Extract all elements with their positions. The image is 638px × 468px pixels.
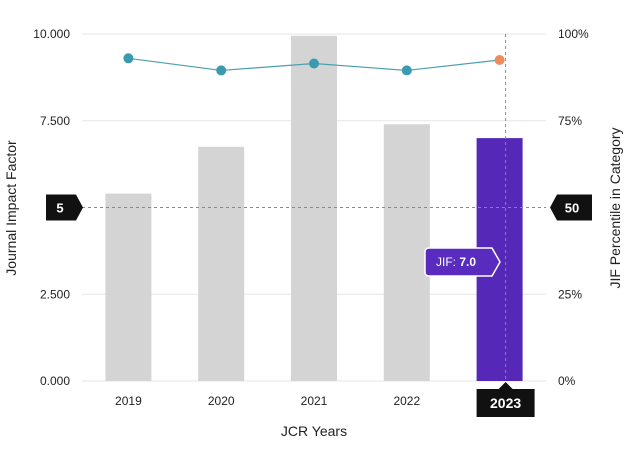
bar[interactable] (105, 193, 152, 381)
y2-axis-title: JIF Percentile in Category (607, 127, 623, 288)
line-layer (123, 53, 505, 76)
y2-crosshair-badge-label: 50 (565, 201, 579, 216)
y2-tick-label: 100% (558, 27, 589, 41)
bar[interactable] (198, 146, 245, 381)
y2-tick-label: 25% (558, 287, 582, 301)
bar-layer (105, 35, 523, 382)
x-tick-label: 2022 (393, 394, 420, 408)
y-crosshair-badge (46, 194, 83, 221)
x-tick-label: 2021 (301, 394, 328, 408)
tooltip-text: JIF: 7.0 (436, 255, 476, 269)
x-crosshair-badge-label: 2023 (490, 395, 521, 411)
tooltip-value: 7.0 (459, 255, 476, 269)
percentile-point[interactable] (123, 53, 134, 64)
crosshair-layer (82, 34, 546, 381)
bar[interactable] (383, 124, 430, 381)
y-tick-label: 2.500 (40, 287, 70, 301)
tooltip-box (424, 247, 501, 277)
x-axis-title: JCR Years (281, 423, 347, 439)
y2-tick-label: 0% (558, 374, 576, 388)
percentile-point-highlight[interactable] (494, 55, 505, 66)
y-tick-label: 10.000 (33, 27, 70, 41)
percentile-point[interactable] (309, 58, 319, 69)
y2-tick-label: 75% (558, 114, 582, 128)
y-crosshair-badge-label: 5 (56, 201, 63, 216)
x-tick-label: 2020 (208, 394, 235, 408)
percentile-point[interactable] (401, 65, 412, 76)
x-tick-label: 2019 (115, 394, 142, 408)
y-tick-label: 0.000 (40, 374, 70, 388)
badge-layer: 5 50 2023 JIF: 7.0 (46, 194, 592, 417)
y-axis-title: Journal Impact Factor (3, 140, 19, 276)
y-tick-label: 7.500 (40, 114, 70, 128)
y2-crosshair-badge (550, 194, 592, 221)
percentile-point[interactable] (216, 65, 227, 76)
x-crosshair-badge (476, 382, 535, 417)
bar[interactable] (291, 35, 337, 382)
tooltip-label: JIF: (436, 255, 459, 269)
